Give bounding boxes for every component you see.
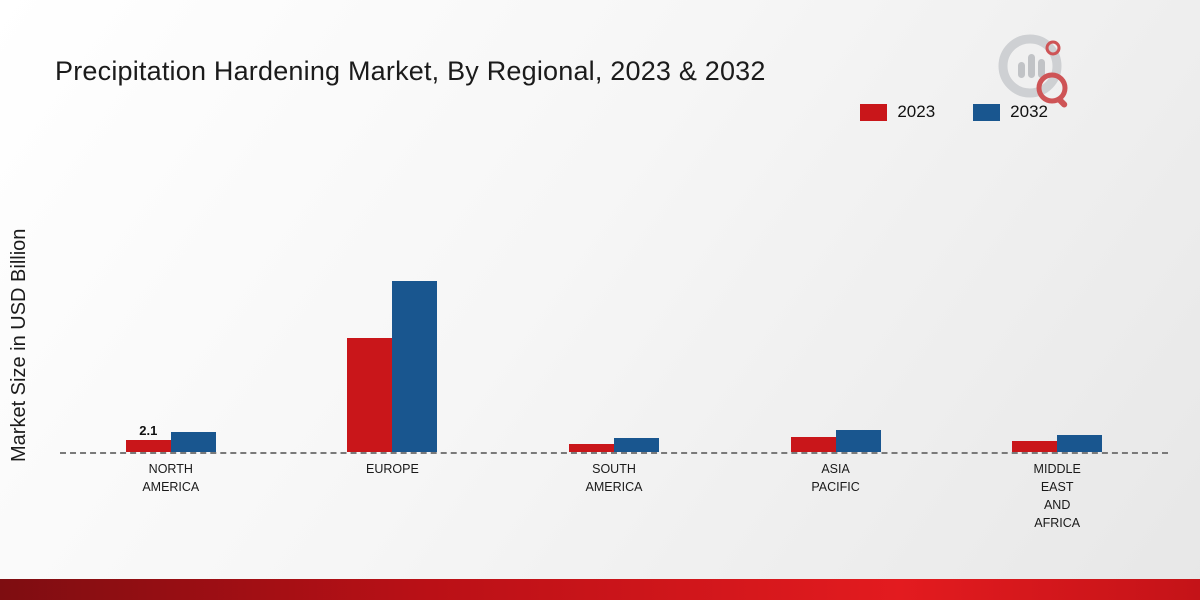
bar-group-0: 2.1 NORTH AMERICA <box>125 423 216 494</box>
category-label-0: NORTH AMERICA <box>142 462 200 495</box>
y-axis-label: Market Size in USD Billion <box>8 228 30 462</box>
bar-group-1: EUROPE <box>347 280 438 476</box>
bar-2023-category-1 <box>347 337 393 452</box>
legend-label-2032: 2032 <box>1010 102 1048 121</box>
bar-2032-category-1 <box>392 280 438 452</box>
bar-2023-category-3 <box>790 437 836 452</box>
bar-2023-category-4 <box>1012 440 1058 452</box>
category-label-2: SOUTH AMERICA <box>585 462 643 495</box>
bar-group-2: SOUTH AMERICA <box>568 438 659 494</box>
legend-item-2023: 2023 <box>860 102 935 122</box>
category-label-3: ASIA PACIFIC <box>811 462 860 495</box>
page-title: Precipitation Hardening Market, By Regio… <box>55 56 766 87</box>
bar-2032-category-4 <box>1057 435 1103 452</box>
bar-value-label: 2.1 <box>139 423 158 438</box>
bar-2023-category-2 <box>568 444 614 452</box>
footer-bar <box>0 579 1200 600</box>
bar-2023-category-0: 2.1 <box>125 423 171 452</box>
plot-area: 2.1 NORTH AMERICA EUROPE SOUTH AMERICA ASIA … <box>60 192 1168 530</box>
chart-legend: 2023 2032 <box>860 102 1048 122</box>
bar-2032-category-2 <box>613 438 659 452</box>
bar-group-3: ASIA PACIFIC <box>790 429 881 494</box>
legend-label-2023: 2023 <box>897 102 936 121</box>
bar-2032-category-3 <box>835 429 881 452</box>
brand-logo-icon <box>998 34 1068 108</box>
bar-group-4: MIDDLE EAST AND AFRICA <box>1012 435 1103 530</box>
legend-item-2032: 2032 <box>973 102 1048 122</box>
category-label-1: EUROPE <box>365 462 419 476</box>
bar-2032-category-0 <box>170 432 216 452</box>
legend-swatch-2032-icon <box>973 103 1001 121</box>
legend-swatch-2023-icon <box>860 103 888 121</box>
category-label-4: MIDDLE EAST AND AFRICA <box>1033 462 1081 531</box>
